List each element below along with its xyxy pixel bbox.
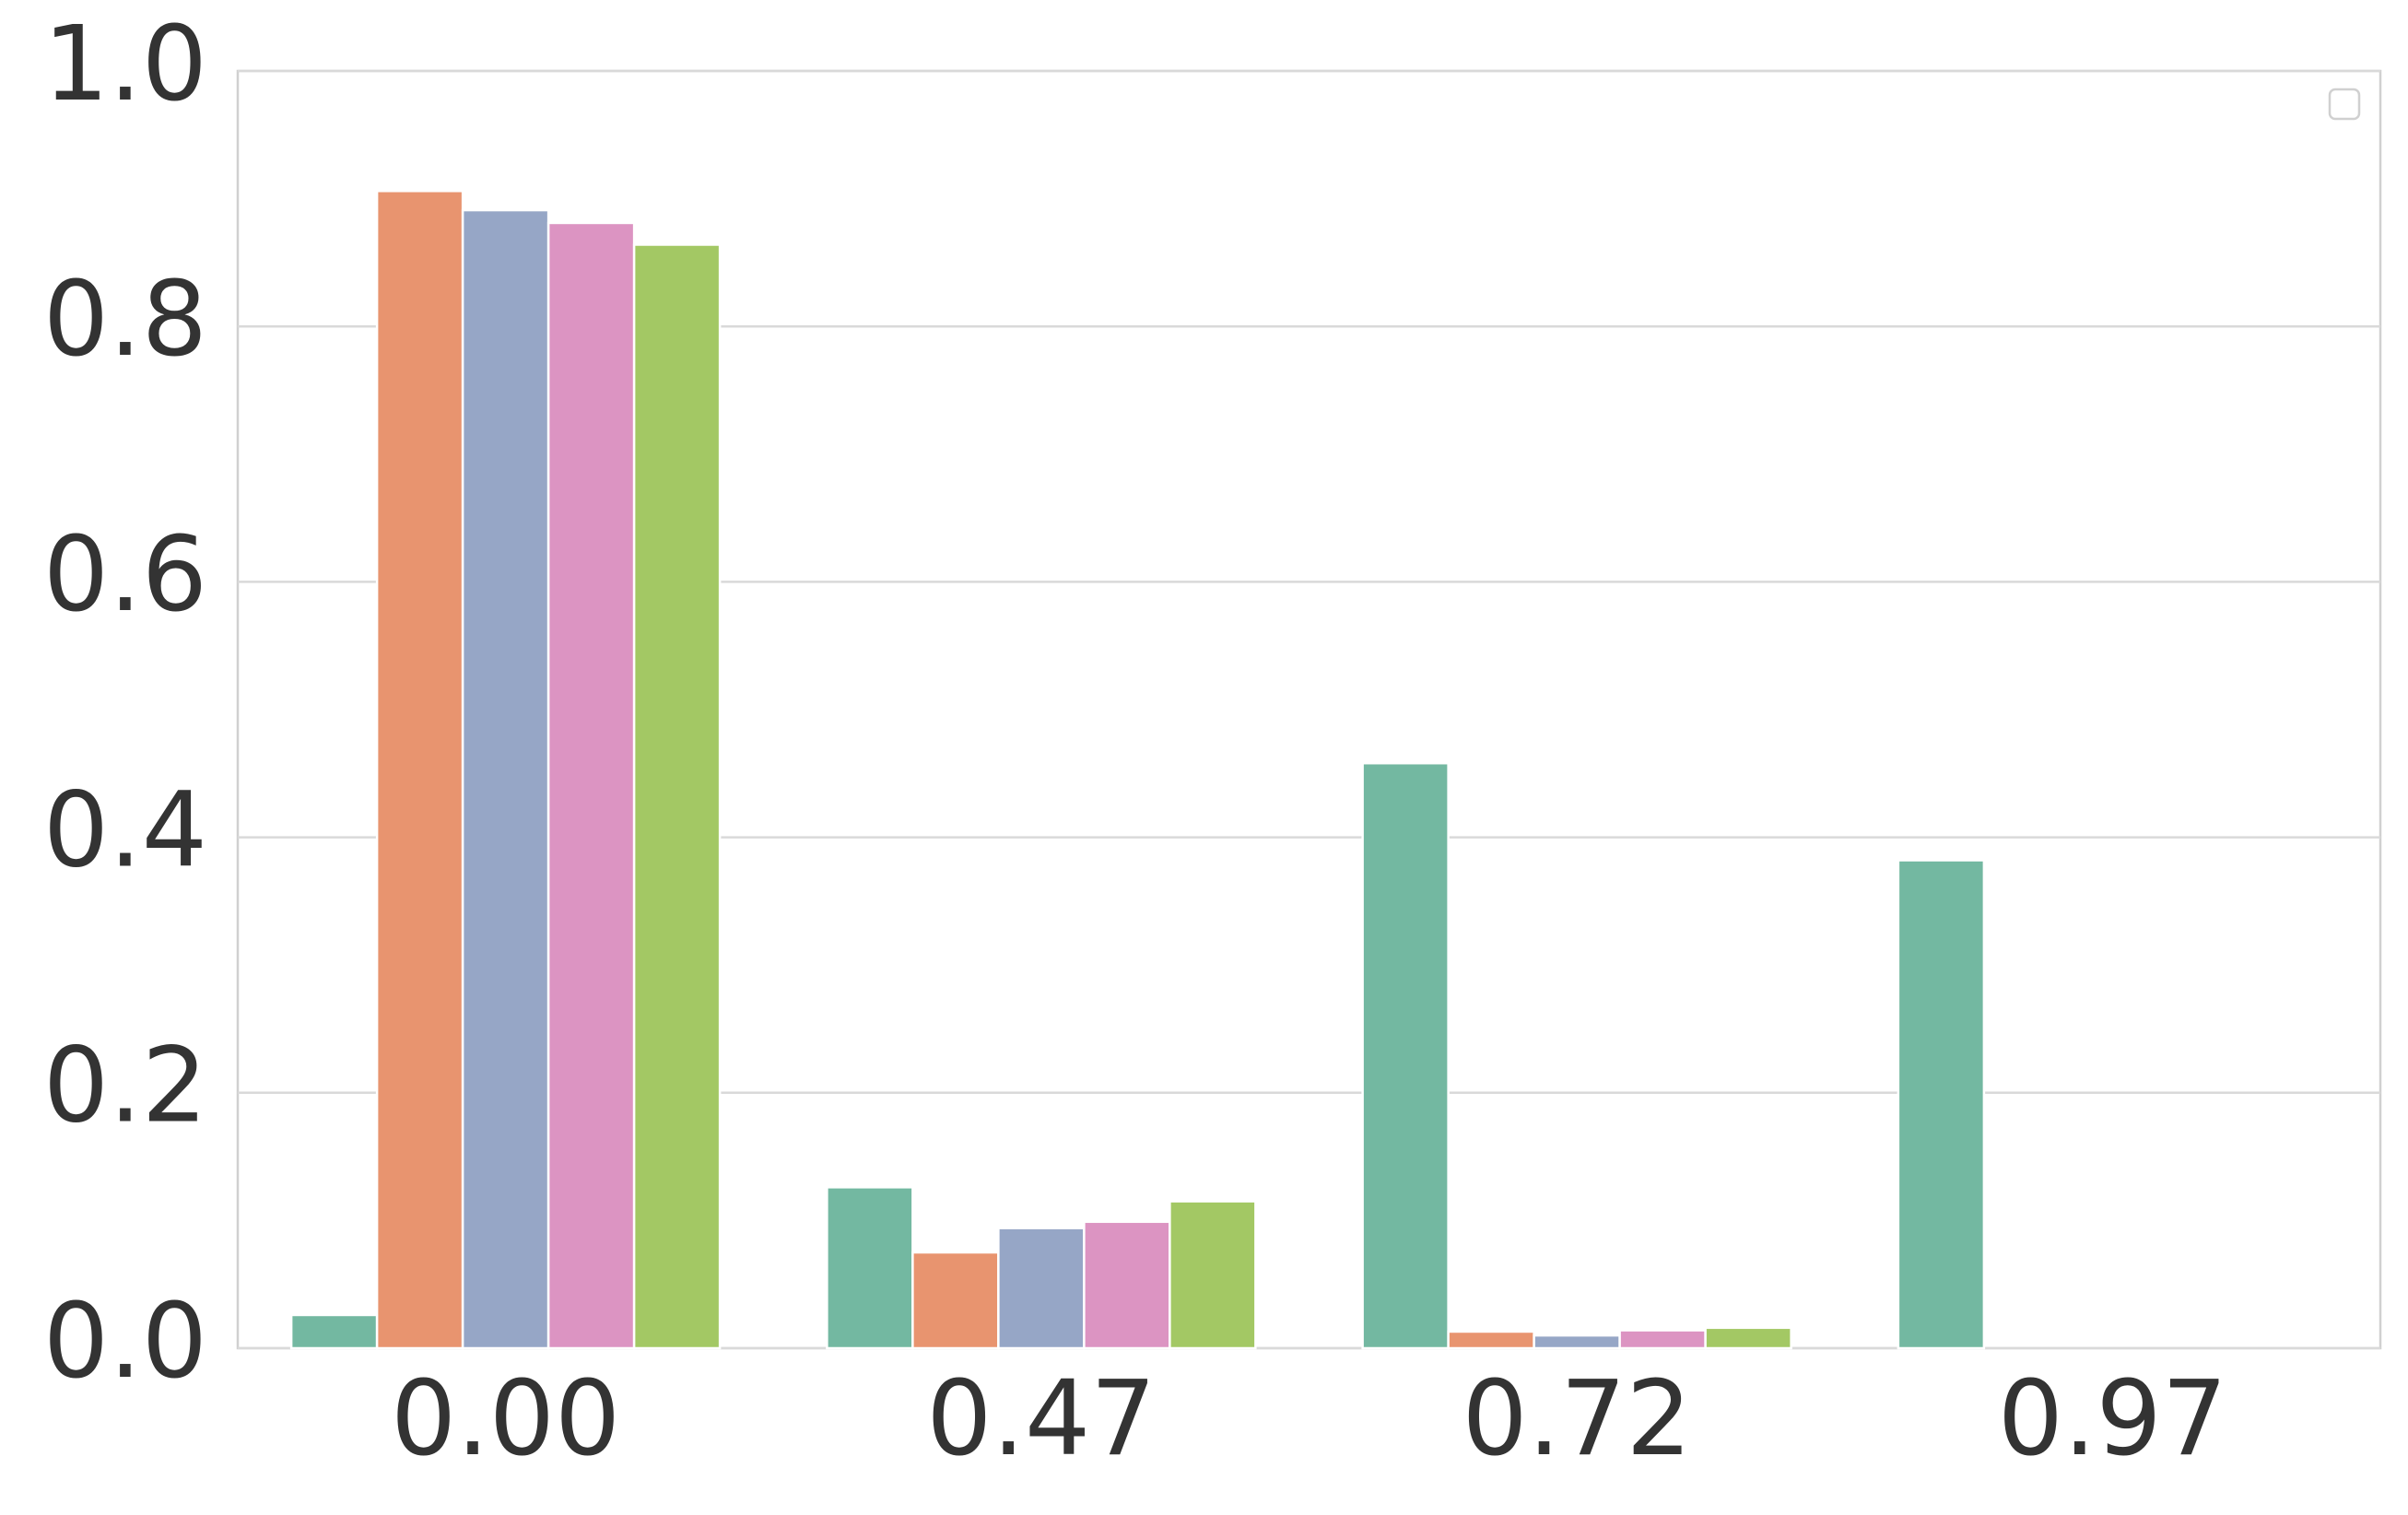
y-tick-label: 0.6 xyxy=(43,515,207,635)
legend-box xyxy=(2328,88,2361,121)
bar xyxy=(1447,1330,1535,1350)
bar xyxy=(289,1313,379,1350)
y-tick-label: 0.4 xyxy=(43,770,207,890)
x-tick-label: 0.00 xyxy=(391,1359,620,1479)
bar xyxy=(1083,1220,1171,1350)
bar xyxy=(461,208,550,1350)
bar xyxy=(1533,1333,1621,1350)
bar xyxy=(1361,761,1450,1350)
bar xyxy=(1704,1326,1792,1350)
bar xyxy=(1618,1329,1707,1350)
y-tick-label: 1.0 xyxy=(43,5,207,124)
bar xyxy=(911,1251,1000,1350)
bar xyxy=(546,221,636,1350)
bar xyxy=(632,243,722,1350)
bar xyxy=(1897,859,1986,1350)
bar xyxy=(826,1186,914,1350)
bars xyxy=(289,190,1986,1350)
x-tick-label: 0.72 xyxy=(1462,1359,1691,1479)
y-tick-label: 0.8 xyxy=(43,260,207,380)
y-tick-label: 0.2 xyxy=(43,1027,207,1146)
bar xyxy=(1169,1200,1257,1350)
bar xyxy=(997,1227,1086,1350)
x-tick-label: 0.97 xyxy=(1998,1359,2227,1479)
x-tick-label: 0.47 xyxy=(926,1359,1156,1479)
y-tick-label: 0.0 xyxy=(43,1282,207,1402)
bar xyxy=(375,190,464,1350)
